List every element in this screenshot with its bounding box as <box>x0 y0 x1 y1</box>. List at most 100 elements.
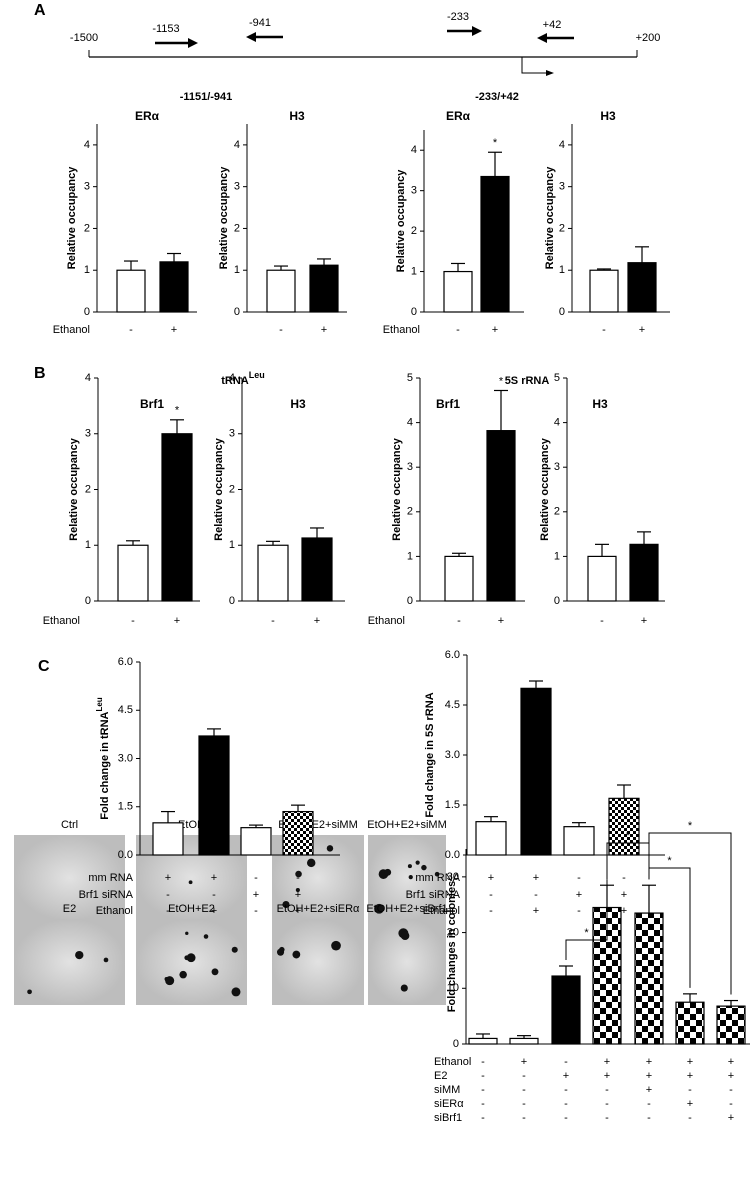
condition-mark: + <box>165 872 171 884</box>
colony <box>179 970 187 979</box>
y-tick-label: 2 <box>411 225 417 237</box>
y-tick-label: 0.0 <box>118 849 133 861</box>
condition-mark: - <box>564 1084 568 1096</box>
colony <box>211 968 219 976</box>
y-tick-label: 0 <box>229 595 235 607</box>
bar <box>443 270 473 313</box>
colony <box>434 871 440 877</box>
condition-mark: + <box>174 615 180 627</box>
condition-mark: - <box>729 1084 733 1096</box>
y-axis-label: Relative occupancy <box>213 437 225 541</box>
condition-label: Ethanol <box>53 324 90 336</box>
primer-label: +42 <box>543 19 562 31</box>
primer-label: -1153 <box>152 23 179 35</box>
condition-mark: + <box>646 1084 652 1096</box>
significance-bracket <box>565 879 608 960</box>
condition-label: Brf1 siRNA <box>406 889 461 901</box>
y-tick-label: 3 <box>407 461 413 473</box>
condition-label: siMM <box>434 1084 460 1096</box>
y-tick-label: 4 <box>229 372 235 384</box>
condition-mark: + <box>728 1070 734 1082</box>
y-tick-label: 1 <box>411 265 417 277</box>
y-tick-label: 4 <box>234 139 240 151</box>
y-tick-label: 0 <box>554 595 560 607</box>
bar <box>589 269 619 313</box>
condition-mark: - <box>647 1112 651 1124</box>
significance-mark: * <box>493 137 498 149</box>
y-axis-label: Fold changes in colonies <box>446 881 458 1012</box>
y-tick-label: 3 <box>85 428 91 440</box>
significance-mark: * <box>499 375 504 387</box>
condition-mark: - <box>622 872 626 884</box>
y-tick-label: 0 <box>407 595 413 607</box>
colony <box>415 860 420 865</box>
condition-mark: - <box>522 1098 526 1110</box>
condition-mark: - <box>481 1070 485 1082</box>
group-title: -233/+42 <box>475 91 519 103</box>
colony <box>186 953 196 963</box>
condition-label: mm RNA <box>415 872 460 884</box>
bar <box>675 1001 705 1045</box>
y-tick-label: 0.0 <box>445 849 460 861</box>
position-label: +200 <box>636 32 661 44</box>
bar <box>486 430 516 602</box>
y-tick-label: 6.0 <box>118 656 133 668</box>
colony <box>400 931 410 941</box>
micrograph-label: EtOH+E2 <box>168 903 215 915</box>
condition-mark: + <box>621 905 627 917</box>
condition-mark: + <box>171 324 177 336</box>
y-tick-label: 4.5 <box>118 704 133 716</box>
condition-mark: + <box>621 889 627 901</box>
condition-mark: - <box>602 324 606 336</box>
primer-label: -941 <box>249 17 271 29</box>
condition-mark: + <box>533 905 539 917</box>
condition-label: Brf1 siRNA <box>79 889 134 901</box>
y-tick-label: 3 <box>559 181 565 193</box>
bar <box>301 537 333 602</box>
colony <box>231 946 238 953</box>
condition-mark: - <box>481 1112 485 1124</box>
significance-mark: * <box>688 820 693 832</box>
bar <box>116 269 146 313</box>
colony <box>331 940 341 951</box>
condition-mark: - <box>577 872 581 884</box>
y-tick-label: 1 <box>559 264 565 276</box>
y-axis-label: Fold change in tRNALeu <box>95 697 111 820</box>
condition-mark: - <box>522 1070 526 1082</box>
condition-mark: + <box>211 872 217 884</box>
condition-mark: + <box>604 1070 610 1082</box>
condition-mark: - <box>279 324 283 336</box>
colony <box>421 864 427 871</box>
group-title-sup: Leu <box>249 370 265 380</box>
bar <box>634 912 664 1045</box>
condition-mark: + <box>576 889 582 901</box>
colony <box>374 903 384 914</box>
condition-mark: + <box>728 1112 734 1124</box>
colony <box>276 948 285 956</box>
y-tick-label: 0 <box>234 306 240 318</box>
condition-mark: - <box>271 615 275 627</box>
condition-mark: - <box>534 889 538 901</box>
bar <box>468 1037 498 1045</box>
condition-mark: + <box>604 1056 610 1068</box>
colony <box>384 868 392 876</box>
colony <box>188 880 193 885</box>
panel-label: C <box>38 658 50 675</box>
condition-mark: + <box>253 889 259 901</box>
significance-mark: * <box>584 927 589 939</box>
condition-mark: - <box>605 1098 609 1110</box>
condition-mark: - <box>129 324 133 336</box>
micrograph-label: EtOH+E2+siERα <box>277 903 360 915</box>
significance-mark: * <box>667 855 672 867</box>
significance-bracket <box>648 832 732 995</box>
micrograph <box>14 835 125 921</box>
colony <box>295 870 302 878</box>
y-tick-label: 0 <box>85 595 91 607</box>
group-title: -1151/-941 <box>180 91 233 103</box>
condition-label: Ethanol <box>368 615 405 627</box>
y-axis-label-text: Fold change in tRNA <box>99 711 111 819</box>
micrograph-label: EtOH+E2+siMM <box>367 819 446 831</box>
y-axis-label-text: Relative occupancy <box>391 437 403 541</box>
condition-label: Ethanol <box>43 615 80 627</box>
condition-mark: + <box>563 1070 569 1082</box>
